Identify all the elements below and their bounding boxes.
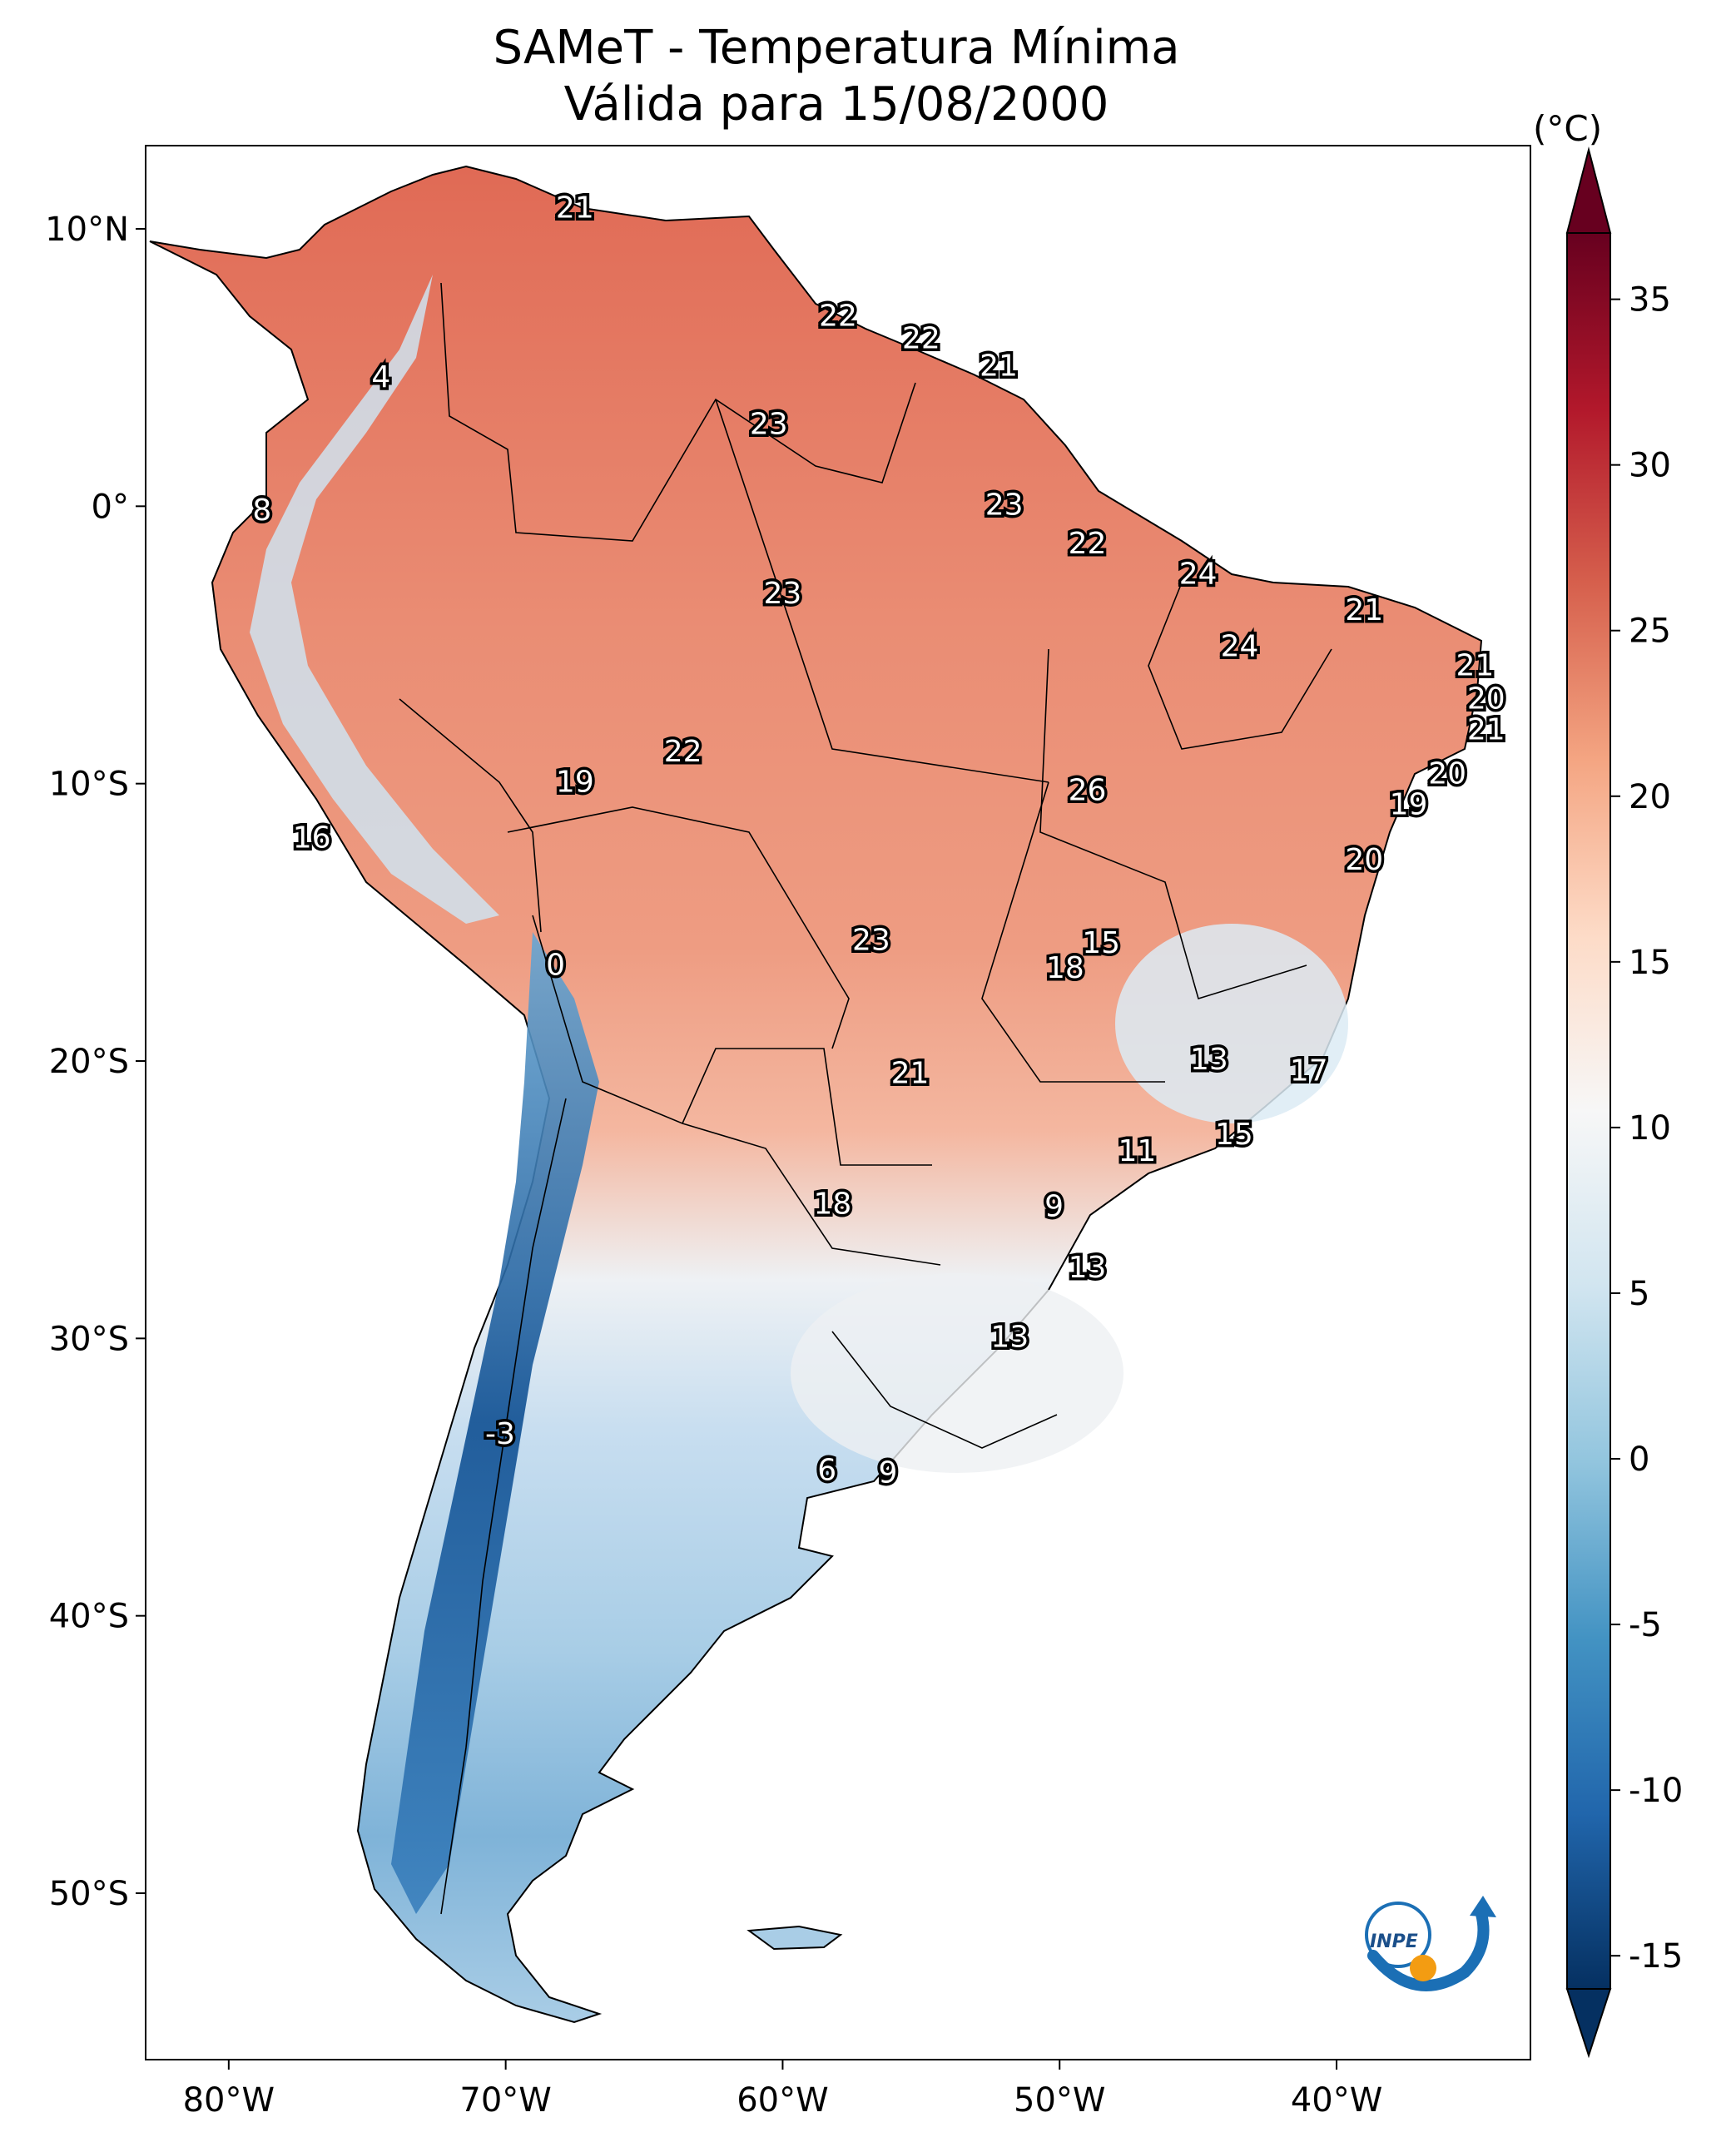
temperature-value-label: 22	[819, 300, 857, 334]
temperature-value-label: 6	[817, 1453, 836, 1487]
temperature-value-label: 23	[985, 488, 1024, 522]
colorbar-top-extension	[1565, 146, 1612, 234]
temperature-value-label: 23	[764, 577, 802, 611]
country-borders	[399, 282, 1332, 1915]
lat-tick-label: 10°S	[49, 766, 129, 804]
temperature-value-label: 15	[1082, 926, 1120, 960]
lon-tick-label: 70°W	[459, 2081, 551, 2120]
temperature-value-label: 18	[1046, 951, 1084, 985]
northern-andes-band	[250, 275, 499, 924]
temperature-value-label: 9	[878, 1456, 897, 1490]
temperature-value-label: 23	[750, 408, 788, 442]
temperature-value-label: 22	[1069, 527, 1107, 561]
colorbar-tick-label: 20	[1629, 778, 1671, 816]
temperature-value-label: 21	[1345, 593, 1383, 627]
temperature-value-label: 13	[1190, 1043, 1228, 1077]
temperature-value-label: 24	[1179, 558, 1218, 592]
axis-ticks: 80°W 70°W 60°W 50°W 40°W10°N0°10°S20°S30°S40…	[45, 211, 1382, 2120]
colorbar-tick-label: -10	[1629, 1772, 1683, 1810]
lat-tick-label: 40°S	[49, 1598, 129, 1636]
southeast-cool-area	[1115, 924, 1348, 1123]
colorbar-tick-label: 25	[1629, 612, 1671, 651]
temperature-value-label: 21	[1456, 649, 1495, 683]
temperature-value-label: 23	[852, 924, 890, 958]
temperature-value-label: 17	[1290, 1054, 1328, 1088]
colorbar: 35 30 25 20 15 10 5 0 -5 -10 -15	[1565, 146, 1683, 2059]
temperature-value-label: 13	[1069, 1251, 1107, 1285]
colorbar-tick-label: -15	[1629, 1937, 1683, 1976]
temperature-value-label: 20	[1428, 757, 1466, 791]
inpe-logo: INPE	[1365, 1896, 1496, 1991]
lon-tick-label: 40°W	[1291, 2081, 1382, 2120]
temperature-value-label: 18	[813, 1187, 851, 1221]
colorbar-tick-label: 0	[1629, 1440, 1649, 1479]
lat-tick-label: 0°	[92, 488, 129, 526]
lat-tick-label: 10°N	[45, 211, 129, 249]
temperature-value-label: 9	[1044, 1190, 1064, 1224]
temperature-value-label: 26	[1069, 774, 1107, 808]
temperature-value-label: 11	[1118, 1134, 1157, 1168]
colorbar-tick-label: 5	[1629, 1275, 1649, 1313]
temperature-value-label: 8	[252, 493, 271, 528]
temperature-value-label: 21	[556, 191, 594, 226]
temperature-value-label: 20	[1467, 682, 1505, 717]
temperature-value-label: 16	[293, 821, 331, 855]
colorbar-tick-label: 35	[1629, 281, 1671, 320]
temperature-value-label: 21	[1467, 712, 1505, 746]
temperature-value-label: 22	[664, 735, 702, 769]
temperature-value-label: 20	[1345, 843, 1383, 877]
temperature-value-label: 4	[371, 360, 390, 394]
lon-tick-label: 60°W	[737, 2081, 828, 2120]
south-brazil-cool-area	[791, 1273, 1123, 1473]
temperature-value-label: -3	[485, 1417, 515, 1451]
plot-frame	[145, 145, 1531, 2060]
colorbar-tick-label: 15	[1629, 944, 1671, 982]
falkland-islands	[746, 1925, 843, 1951]
temperature-value-label: 15	[1215, 1118, 1253, 1152]
temperature-value-label: 24	[1221, 629, 1259, 663]
temperature-value-label: 19	[1390, 787, 1428, 821]
inpe-logo-text: INPE	[1370, 1931, 1418, 1952]
colorbar-tick-label: 10	[1629, 1109, 1671, 1148]
colorbar-bottom-extension	[1565, 1988, 1612, 2059]
lat-tick-label: 50°S	[49, 1875, 129, 1913]
map-title: SAMeT - Temperatura Mínima	[493, 21, 1180, 75]
colorbar-tick-label: -5	[1629, 1606, 1662, 1644]
temperature-value-label: 13	[990, 1320, 1029, 1354]
lat-tick-label: 20°S	[49, 1043, 129, 1081]
colorbar-gradient	[1566, 232, 1611, 1990]
map-area	[146, 146, 1530, 2060]
lat-tick-label: 30°S	[49, 1320, 129, 1358]
lon-tick-label: 80°W	[183, 2081, 275, 2120]
temperature-value-label: 22	[902, 321, 940, 355]
colorbar-unit-label: (°C)	[1533, 108, 1603, 149]
colorbar-tick-label: 30	[1629, 447, 1671, 485]
lon-tick-label: 50°W	[1014, 2081, 1105, 2120]
temperature-value-label: 21	[980, 350, 1018, 384]
map-subtitle: Válida para 15/08/2000	[563, 77, 1109, 131]
andes-cold-band	[391, 932, 599, 1914]
temperature-value-label: 21	[891, 1057, 930, 1091]
temperature-value-label: 19	[556, 766, 594, 800]
temperature-value-label: 0	[546, 949, 565, 983]
